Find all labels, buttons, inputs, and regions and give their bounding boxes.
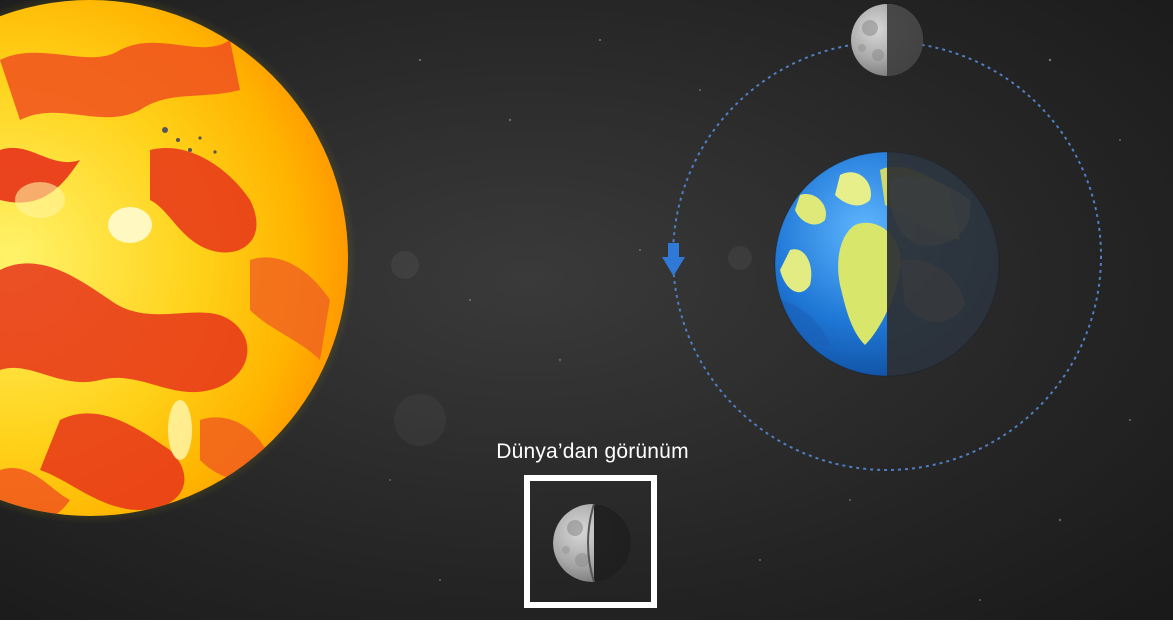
sun	[0, 0, 356, 524]
bottom-border	[0, 620, 1173, 629]
view-from-earth-caption: Dünya’dan görünüm	[496, 440, 689, 463]
arrow-down-icon	[662, 243, 685, 276]
view-frame	[524, 475, 657, 608]
stars	[389, 39, 1131, 601]
moon-phase-first-quarter	[553, 504, 631, 582]
